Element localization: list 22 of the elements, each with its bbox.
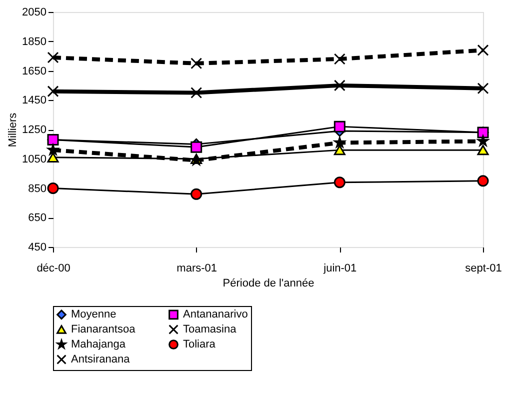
legend-label: Antsiranana xyxy=(71,354,131,366)
x-tick-label: déc-00 xyxy=(36,262,70,274)
x-tick-label: juin-01 xyxy=(322,262,357,274)
legend-label: Antananarivo xyxy=(183,308,248,321)
y-tick-label: 1850 xyxy=(22,36,46,48)
y-tick-label: 1250 xyxy=(22,124,46,136)
y-tick-label: 1450 xyxy=(22,94,46,107)
legend-label: Toliara xyxy=(183,338,216,350)
legend-label: Moyenne xyxy=(71,308,116,321)
y-axis-title: Milliers xyxy=(7,112,20,148)
y-tick-label: 450 xyxy=(28,242,46,254)
x-axis-title: Période de l'année xyxy=(222,278,314,290)
legend-label: Fianarantsoa xyxy=(71,324,136,336)
legend-label: Mahajanga xyxy=(71,338,126,350)
legend-label: Toamasina xyxy=(183,324,238,336)
y-tick-label: 1050 xyxy=(22,153,46,166)
x-tick-label: mars-01 xyxy=(176,262,218,274)
y-tick-label: 650 xyxy=(28,212,46,224)
y-tick-label: 850 xyxy=(28,182,46,195)
y-tick-label: 1650 xyxy=(22,65,46,78)
x-tick-label: sept-01 xyxy=(465,262,502,274)
y-tick-label: 2050 xyxy=(22,6,46,18)
